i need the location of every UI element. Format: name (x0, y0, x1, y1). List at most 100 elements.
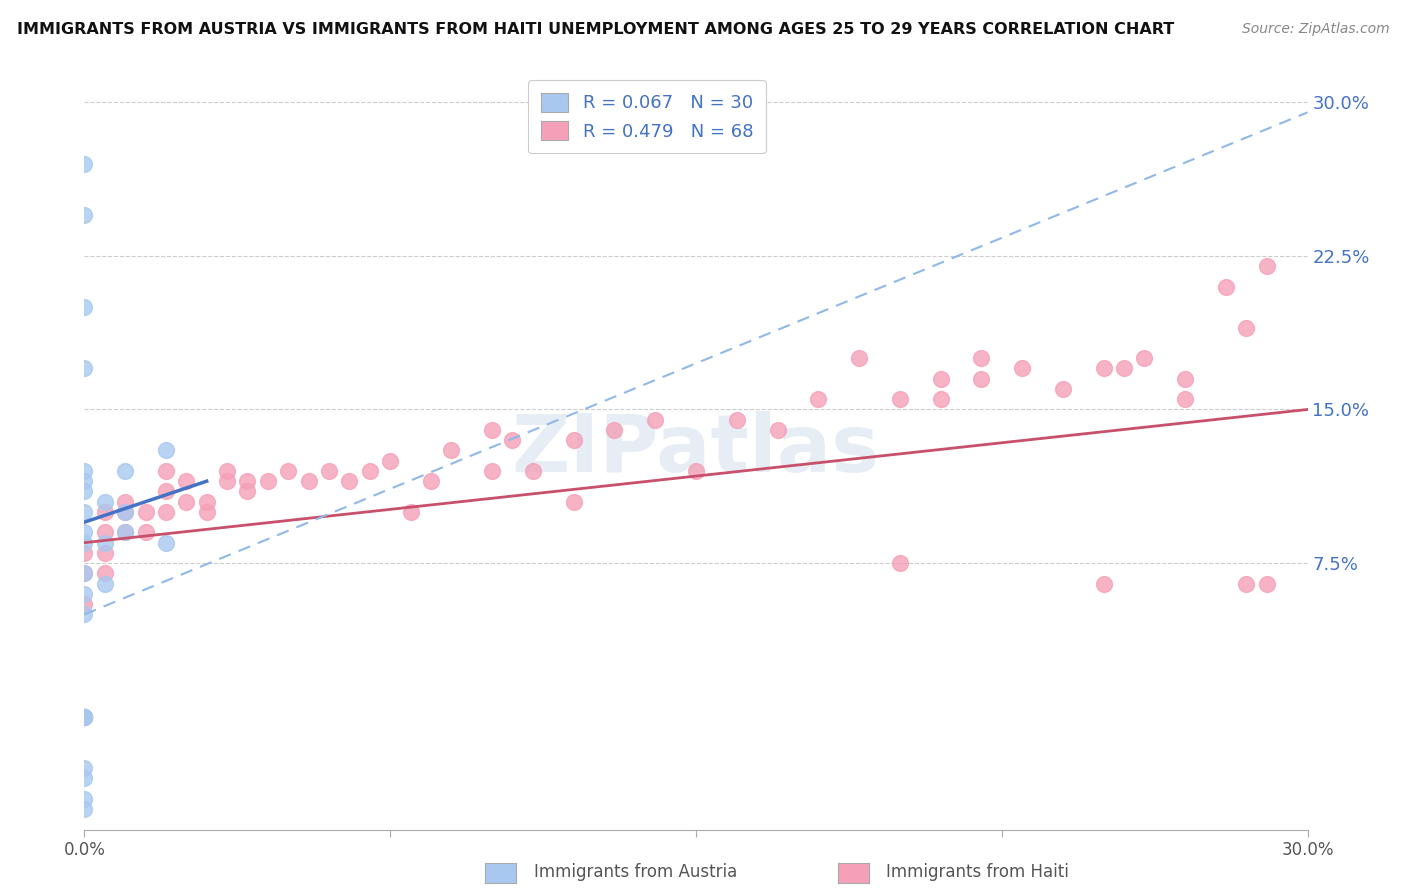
Point (766, 423, 789, 437)
Point (73, 710, 96, 724)
Point (73, 505, 96, 519)
Point (195, 494, 218, 508)
Point (236, 484, 259, 499)
Point (420, 474, 443, 488)
Point (155, 505, 177, 519)
Point (174, 474, 197, 488)
Point (970, 372, 993, 386)
Point (603, 423, 626, 437)
Point (217, 474, 239, 488)
Point (93, 525, 115, 540)
Point (1174, 392, 1197, 407)
Point (73, 566, 96, 581)
Point (114, 525, 136, 540)
Point (73, 710, 96, 724)
Point (889, 556, 911, 570)
Point (155, 464, 177, 478)
Point (114, 494, 136, 508)
Point (93, 546, 115, 560)
Point (174, 494, 197, 508)
Point (1174, 372, 1197, 386)
Point (73, 710, 96, 724)
Point (1092, 361, 1115, 376)
Point (73, 792, 96, 806)
Point (73, 474, 96, 488)
Point (848, 351, 870, 366)
Point (93, 576, 115, 591)
Point (522, 464, 544, 478)
Point (195, 505, 218, 519)
Point (217, 464, 239, 478)
Point (1052, 382, 1074, 396)
Legend: R = 0.067   N = 30, R = 0.479   N = 68: R = 0.067 N = 30, R = 0.479 N = 68 (529, 80, 766, 153)
Point (73, 464, 96, 478)
Point (725, 413, 748, 427)
Point (93, 535, 115, 549)
Point (73, 156, 96, 170)
Point (685, 464, 707, 478)
Point (135, 525, 157, 540)
Point (1114, 361, 1136, 376)
Point (73, 607, 96, 622)
Point (298, 474, 321, 488)
Point (1236, 320, 1258, 334)
Point (502, 434, 524, 448)
Point (339, 474, 361, 488)
Text: Immigrants from Austria: Immigrants from Austria (534, 863, 738, 881)
Point (562, 434, 585, 448)
Point (807, 392, 830, 407)
Text: ZIPatlas: ZIPatlas (512, 411, 880, 490)
Point (236, 474, 259, 488)
Point (1011, 361, 1033, 376)
Point (155, 484, 177, 499)
Point (73, 484, 96, 499)
Point (929, 392, 952, 407)
Point (73, 535, 96, 549)
Point (1256, 259, 1278, 273)
Point (73, 710, 96, 724)
Point (73, 710, 96, 724)
Point (1215, 279, 1237, 293)
Point (73, 761, 96, 775)
Point (380, 453, 402, 467)
Point (93, 494, 115, 508)
Point (562, 494, 585, 508)
Text: IMMIGRANTS FROM AUSTRIA VS IMMIGRANTS FROM HAITI UNEMPLOYMENT AMONG AGES 25 TO 2: IMMIGRANTS FROM AUSTRIA VS IMMIGRANTS FR… (17, 22, 1174, 37)
Point (114, 464, 136, 478)
Point (970, 351, 993, 366)
Point (1092, 576, 1115, 591)
Point (399, 505, 422, 519)
Point (1133, 351, 1156, 366)
Point (644, 413, 666, 427)
Point (440, 443, 463, 458)
Text: Source: ZipAtlas.com: Source: ZipAtlas.com (1241, 22, 1389, 37)
Point (73, 546, 96, 560)
Point (73, 710, 96, 724)
Point (73, 566, 96, 581)
Point (73, 597, 96, 611)
Point (155, 535, 177, 549)
Point (114, 505, 136, 519)
Point (73, 710, 96, 724)
Point (257, 474, 280, 488)
Point (481, 423, 503, 437)
Point (277, 464, 299, 478)
Point (1256, 576, 1278, 591)
Point (318, 464, 340, 478)
Point (73, 208, 96, 222)
Point (93, 505, 115, 519)
Point (73, 772, 96, 786)
Point (1236, 576, 1258, 591)
Point (93, 566, 115, 581)
Point (155, 443, 177, 458)
Point (73, 710, 96, 724)
Point (481, 464, 503, 478)
Text: Immigrants from Haiti: Immigrants from Haiti (886, 863, 1069, 881)
Point (889, 392, 911, 407)
Point (73, 802, 96, 816)
Point (135, 505, 157, 519)
Point (73, 525, 96, 540)
Point (359, 464, 381, 478)
Point (73, 587, 96, 601)
Point (929, 372, 952, 386)
